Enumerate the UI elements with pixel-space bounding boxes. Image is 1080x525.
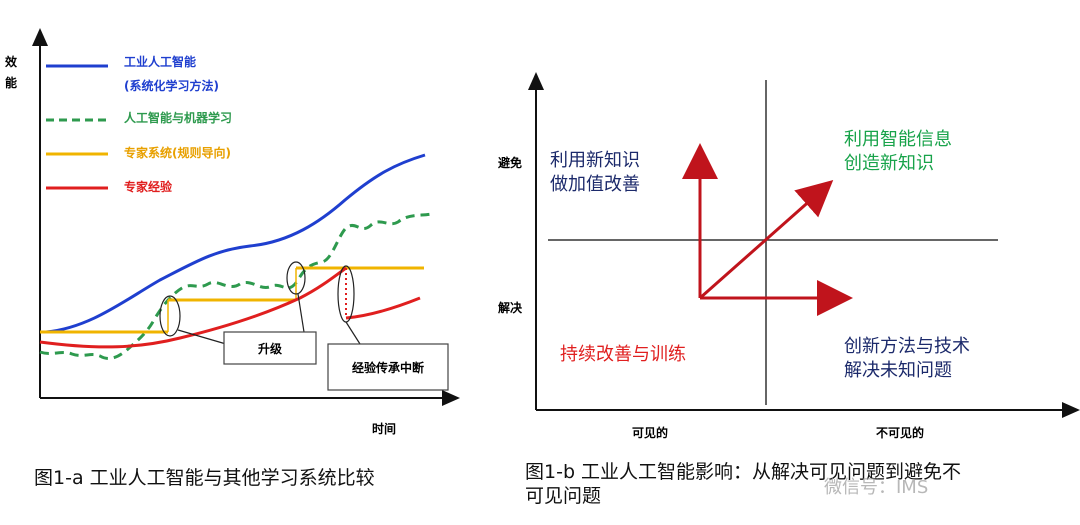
x-label-invisible: 不可见的: [876, 425, 924, 440]
left-caption: 图1-a 工业人工智能与其他学习系统比较: [34, 467, 375, 489]
x-axis-label: 时间: [372, 421, 396, 436]
quadrant-bottom-right-line-1: 创新方法与技术: [844, 336, 970, 357]
y-label-avoid: 避免: [498, 155, 522, 170]
right-diagram: 避免 解决 可见的 不可见的 利用新知识 做加值改善 利用智能信息 创造新知识 …: [498, 0, 1080, 525]
break-label: 经验传承中断: [352, 360, 424, 375]
legend: 工业人工智能 (系统化学习方法) 人工智能与机器学习 专家系统(规则导向) 专家…: [46, 54, 232, 194]
quadrant-top-right-line-2: 创造新知识: [844, 153, 934, 174]
legend-sublabel-industrial-ai: (系统化学习方法): [124, 78, 219, 93]
connector-break: [345, 321, 361, 345]
upgrade-label: 升级: [258, 341, 282, 356]
right-caption-line-2: 可见问题: [525, 485, 602, 507]
break-box: [327, 343, 449, 391]
left-diagram: 效 能 时间 工业人工智能 (系统化学习方法) 人工智能与机器学习 专家系统(规…: [5, 28, 460, 489]
right-caption-line-1: 图1-b 工业人工智能影响：从解决可见问题到避免不: [525, 461, 962, 483]
y-label-solve: 解决: [498, 300, 523, 315]
curve-expert-experience: [39, 266, 347, 349]
legend-label-ai-ml: 人工智能与机器学习: [124, 110, 232, 125]
legend-label-industrial-ai: 工业人工智能: [124, 54, 196, 69]
curve-industrial-ai: [45, 153, 426, 334]
quadrant-bottom-left-line-1: 持续改善与训练: [560, 344, 686, 365]
performance-time-chart: 效 能 时间 工业人工智能 (系统化学习方法) 人工智能与机器学习 专家系统(规…: [5, 28, 460, 436]
curve-expert-experience-restart: [345, 296, 421, 320]
arrow-diagonal: [699, 180, 834, 300]
visibility-quadrant-chart: 避免 解决 可见的 不可见的 利用新知识 做加值改善 利用智能信息 创造新知识 …: [498, 72, 1080, 440]
quadrant-top-right-line-1: 利用智能信息: [844, 129, 952, 150]
legend-label-expert-system: 专家系统(规则导向): [124, 145, 231, 160]
wechat-watermark: 微信号：IMS: [824, 477, 929, 498]
quadrant-top-left-line-1: 利用新知识: [550, 150, 640, 171]
connector-upgrade-2: [297, 293, 305, 333]
y-axis-label-1: 效: [5, 54, 18, 69]
connector-upgrade-1: [177, 329, 227, 345]
curve-expert-system: [40, 266, 424, 334]
curve-ai-ml: [39, 212, 433, 360]
y-axis-label-2: 能: [5, 75, 17, 90]
upgrade-ellipse-2: [286, 261, 306, 295]
x-label-visible: 可见的: [632, 425, 668, 440]
legend-label-expert-experience: 专家经验: [124, 179, 173, 194]
quadrant-top-left-line-2: 做加值改善: [550, 174, 640, 195]
upgrade-ellipse-1: [159, 295, 181, 337]
upgrade-box: [223, 331, 317, 365]
quadrant-bottom-right-line-2: 解决未知问题: [844, 360, 952, 381]
